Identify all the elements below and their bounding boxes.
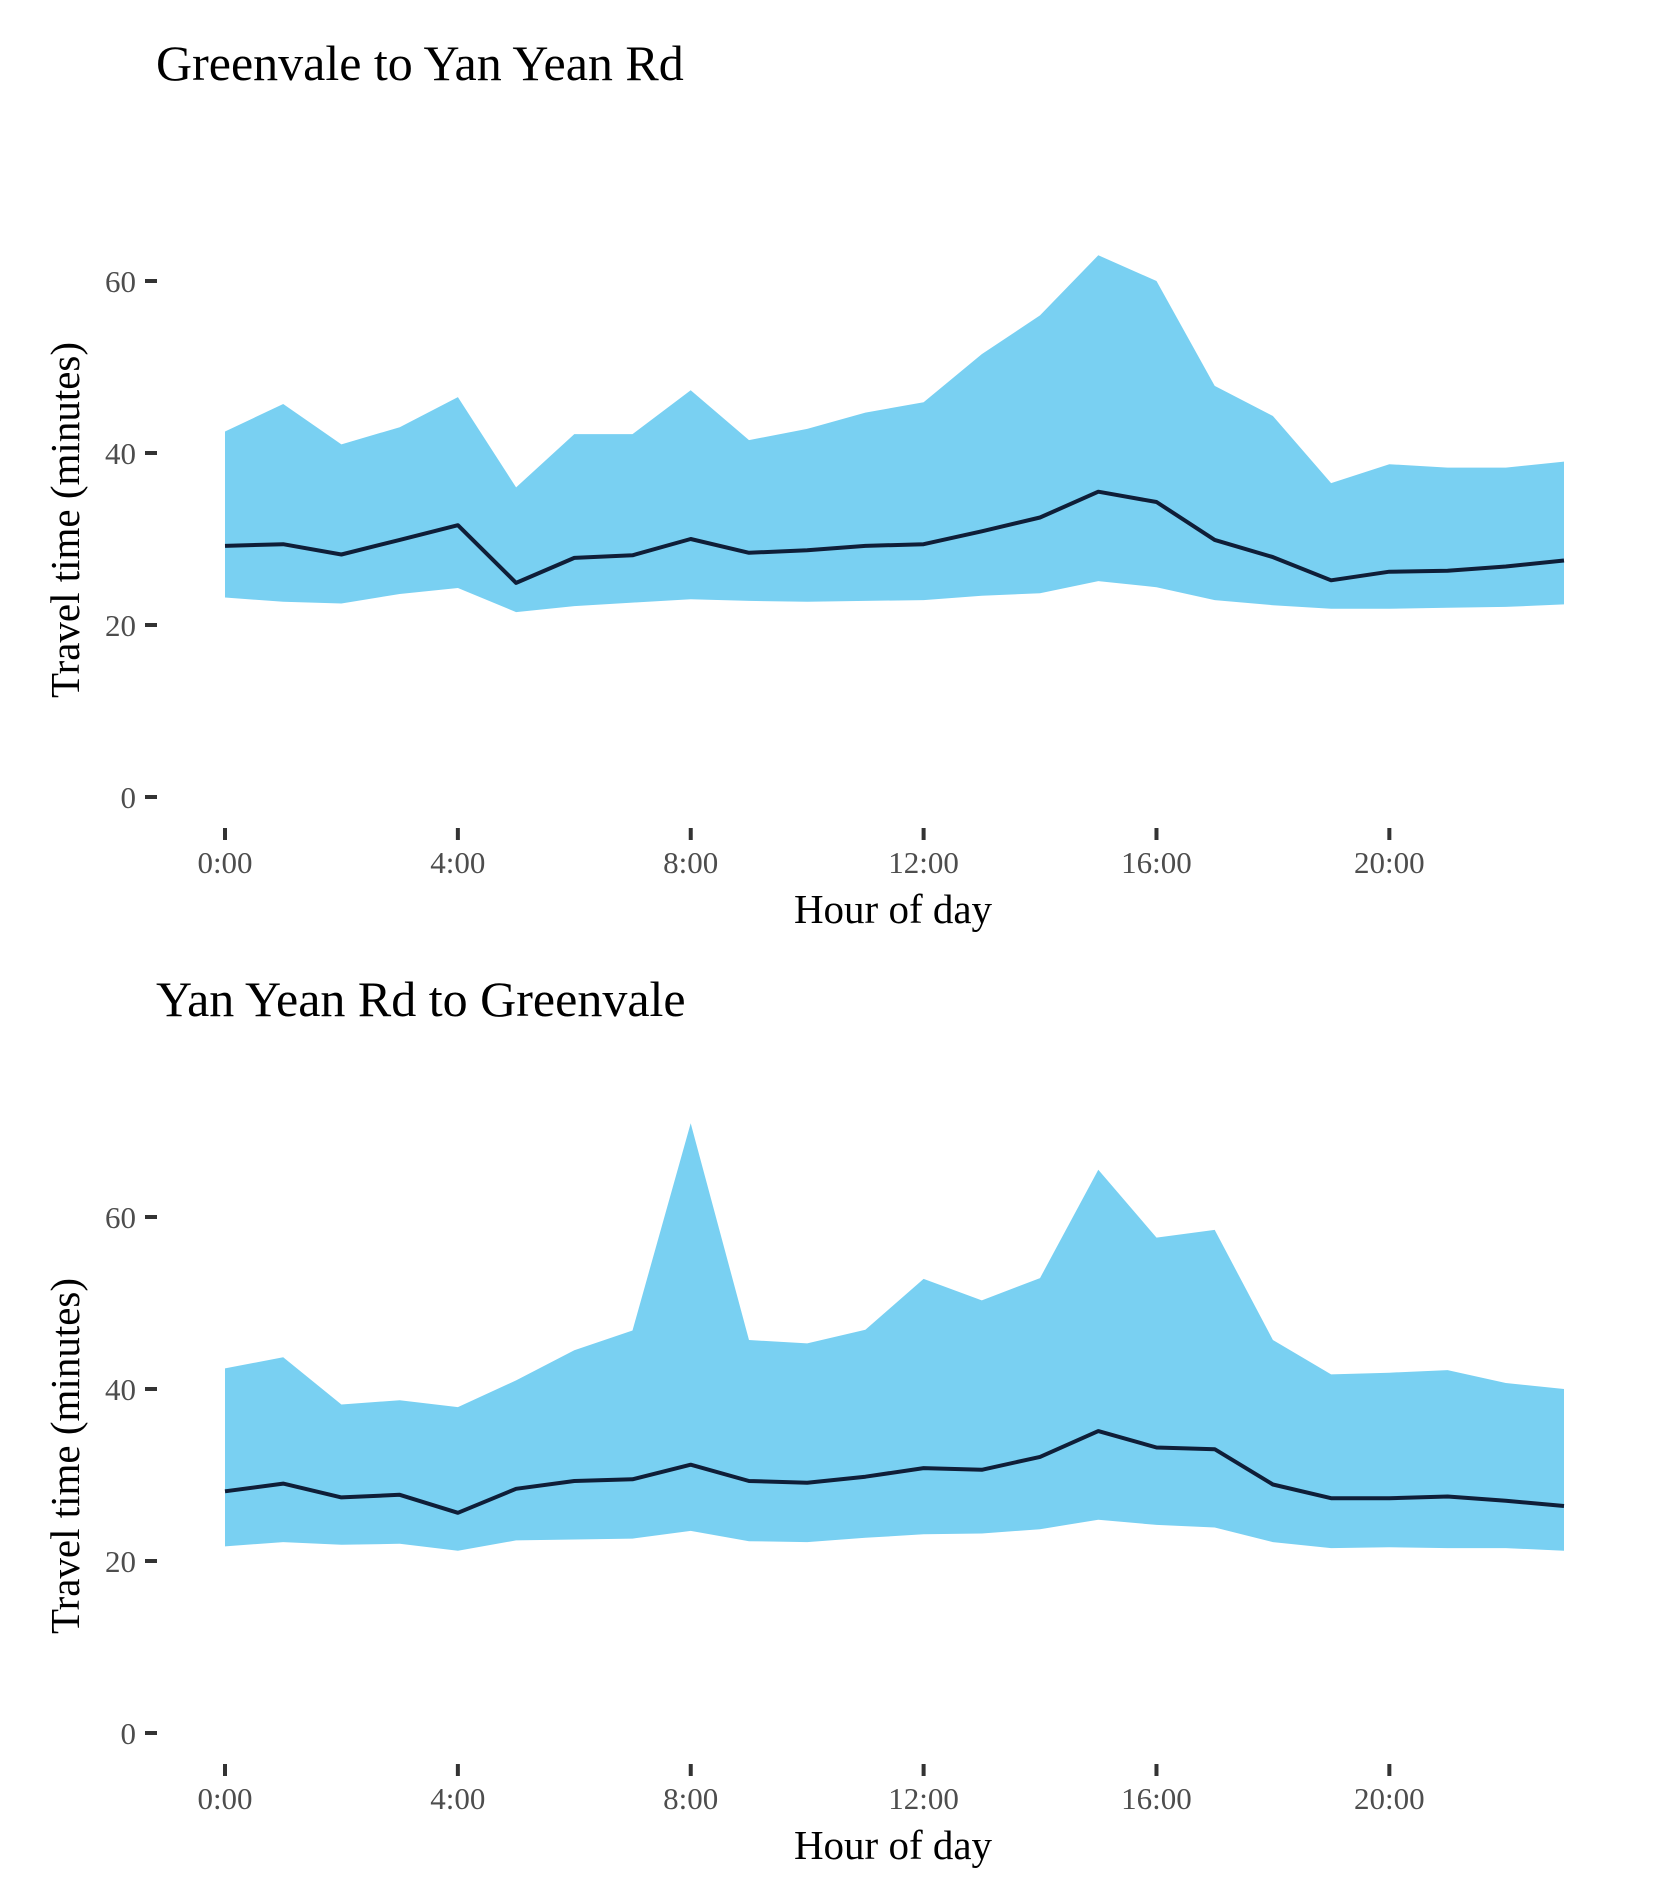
- chart-1-x-axis-title: Hour of day: [794, 886, 993, 932]
- range-band: [225, 1123, 1564, 1551]
- x-tick-label: 4:00: [430, 1781, 485, 1816]
- x-tick-label: 12:00: [888, 1781, 959, 1816]
- y-tick-label: 40: [105, 1372, 136, 1407]
- x-tick-label: 8:00: [663, 845, 718, 880]
- y-tick-label: 60: [105, 1200, 136, 1235]
- range-band: [225, 255, 1564, 613]
- chart-1-title: Greenvale to Yan Yean Rd: [156, 35, 684, 91]
- y-tick-label: 20: [105, 608, 136, 643]
- chart-panel-1: Greenvale to Yan Yean Rd 0 20 40 60 0:00 4:00…: [42, 35, 1565, 932]
- chart-panel-2: Yan Yean Rd to Greenvale 0 20 40 60 0:00 4:00…: [42, 971, 1565, 1868]
- y-tick-label: 20: [105, 1544, 136, 1579]
- x-tick-label: 16:00: [1121, 1781, 1192, 1816]
- chart-2-y-axis-title: Travel time (minutes): [42, 1278, 88, 1634]
- median-line: [224, 489, 1565, 585]
- y-tick-label: 60: [105, 264, 136, 299]
- chart-2-x-axis-title: Hour of day: [794, 1822, 993, 1868]
- y-tick-label: 0: [121, 1716, 137, 1751]
- x-tick-label: 12:00: [888, 845, 959, 880]
- x-tick-label: 4:00: [430, 845, 485, 880]
- x-tick-label: 8:00: [663, 1781, 718, 1816]
- chart-1-plot: 0 20 40 60 0:00 4:00 8:00 12:00 16:00 20:00: [105, 255, 1565, 880]
- y-tick-label: 40: [105, 436, 136, 471]
- x-tick-label: 16:00: [1121, 845, 1192, 880]
- median-line: [224, 1429, 1565, 1515]
- x-tick-label: 0:00: [197, 1781, 252, 1816]
- y-tick-label: 0: [121, 780, 137, 815]
- x-tick-label: 0:00: [197, 845, 252, 880]
- chart-2-title: Yan Yean Rd to Greenvale: [156, 971, 686, 1027]
- x-tick-label: 20:00: [1354, 845, 1425, 880]
- x-tick-label: 20:00: [1354, 1781, 1425, 1816]
- chart-1-y-axis-title: Travel time (minutes): [42, 342, 88, 698]
- chart-2-plot: 0 20 40 60 0:00 4:00 8:00 12:00 16:00 20:00: [105, 1123, 1565, 1816]
